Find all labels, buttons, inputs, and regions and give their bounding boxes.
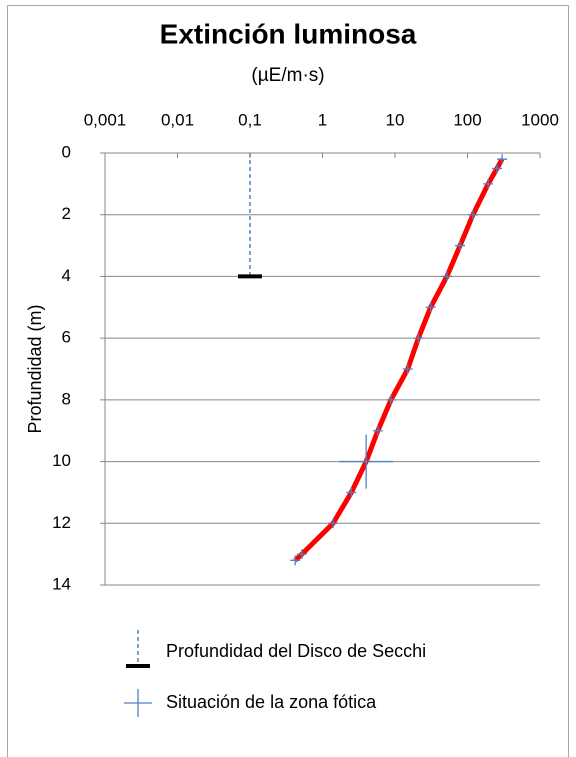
x-tick-label: 1000 xyxy=(521,110,559,129)
y-tick-label: 0 xyxy=(62,142,71,161)
curve-marker xyxy=(483,178,494,189)
curve-marker xyxy=(346,487,357,498)
y-tick-label: 2 xyxy=(62,204,71,223)
curve-marker xyxy=(290,555,301,566)
y-tick-label: 10 xyxy=(52,451,71,470)
y-tick-label: 4 xyxy=(62,266,71,285)
y-tick-label: 12 xyxy=(52,513,71,532)
curve-marker xyxy=(455,240,466,251)
y-tick-label: 6 xyxy=(62,328,71,347)
y-axis-label: Profundidad (m) xyxy=(25,304,45,433)
x-tick-label: 0,001 xyxy=(84,110,127,129)
chart-subtitle: (µE/m·s) xyxy=(251,65,324,86)
x-tick-label: 100 xyxy=(453,110,481,129)
curve-marker xyxy=(296,549,307,560)
photic-marker xyxy=(339,434,394,489)
extinction-line xyxy=(293,157,505,563)
x-tick-label: 0,1 xyxy=(238,110,262,129)
curve-marker xyxy=(328,518,339,529)
curve-marker xyxy=(491,163,502,174)
curve-marker xyxy=(441,271,452,282)
curve-marker xyxy=(425,302,436,313)
curve-marker xyxy=(402,364,413,374)
curve-marker xyxy=(497,154,508,165)
x-tick-label: 1 xyxy=(318,110,327,129)
x-tick-label: 0,01 xyxy=(161,110,194,129)
curve-marker xyxy=(413,333,424,344)
y-tick-label: 8 xyxy=(62,389,71,408)
chart-title: Extinción luminosa xyxy=(160,18,417,49)
x-tick-label: 10 xyxy=(386,110,405,129)
legend-label: Situación de la zona fótica xyxy=(166,692,377,712)
legend-swatch xyxy=(124,689,152,717)
y-tick-label: 14 xyxy=(52,574,71,593)
curve-marker xyxy=(467,209,478,220)
legend-label: Profundidad del Disco de Secchi xyxy=(166,641,426,661)
chart-border xyxy=(7,5,569,757)
curve-marker xyxy=(385,394,396,405)
curve-marker xyxy=(372,425,383,436)
